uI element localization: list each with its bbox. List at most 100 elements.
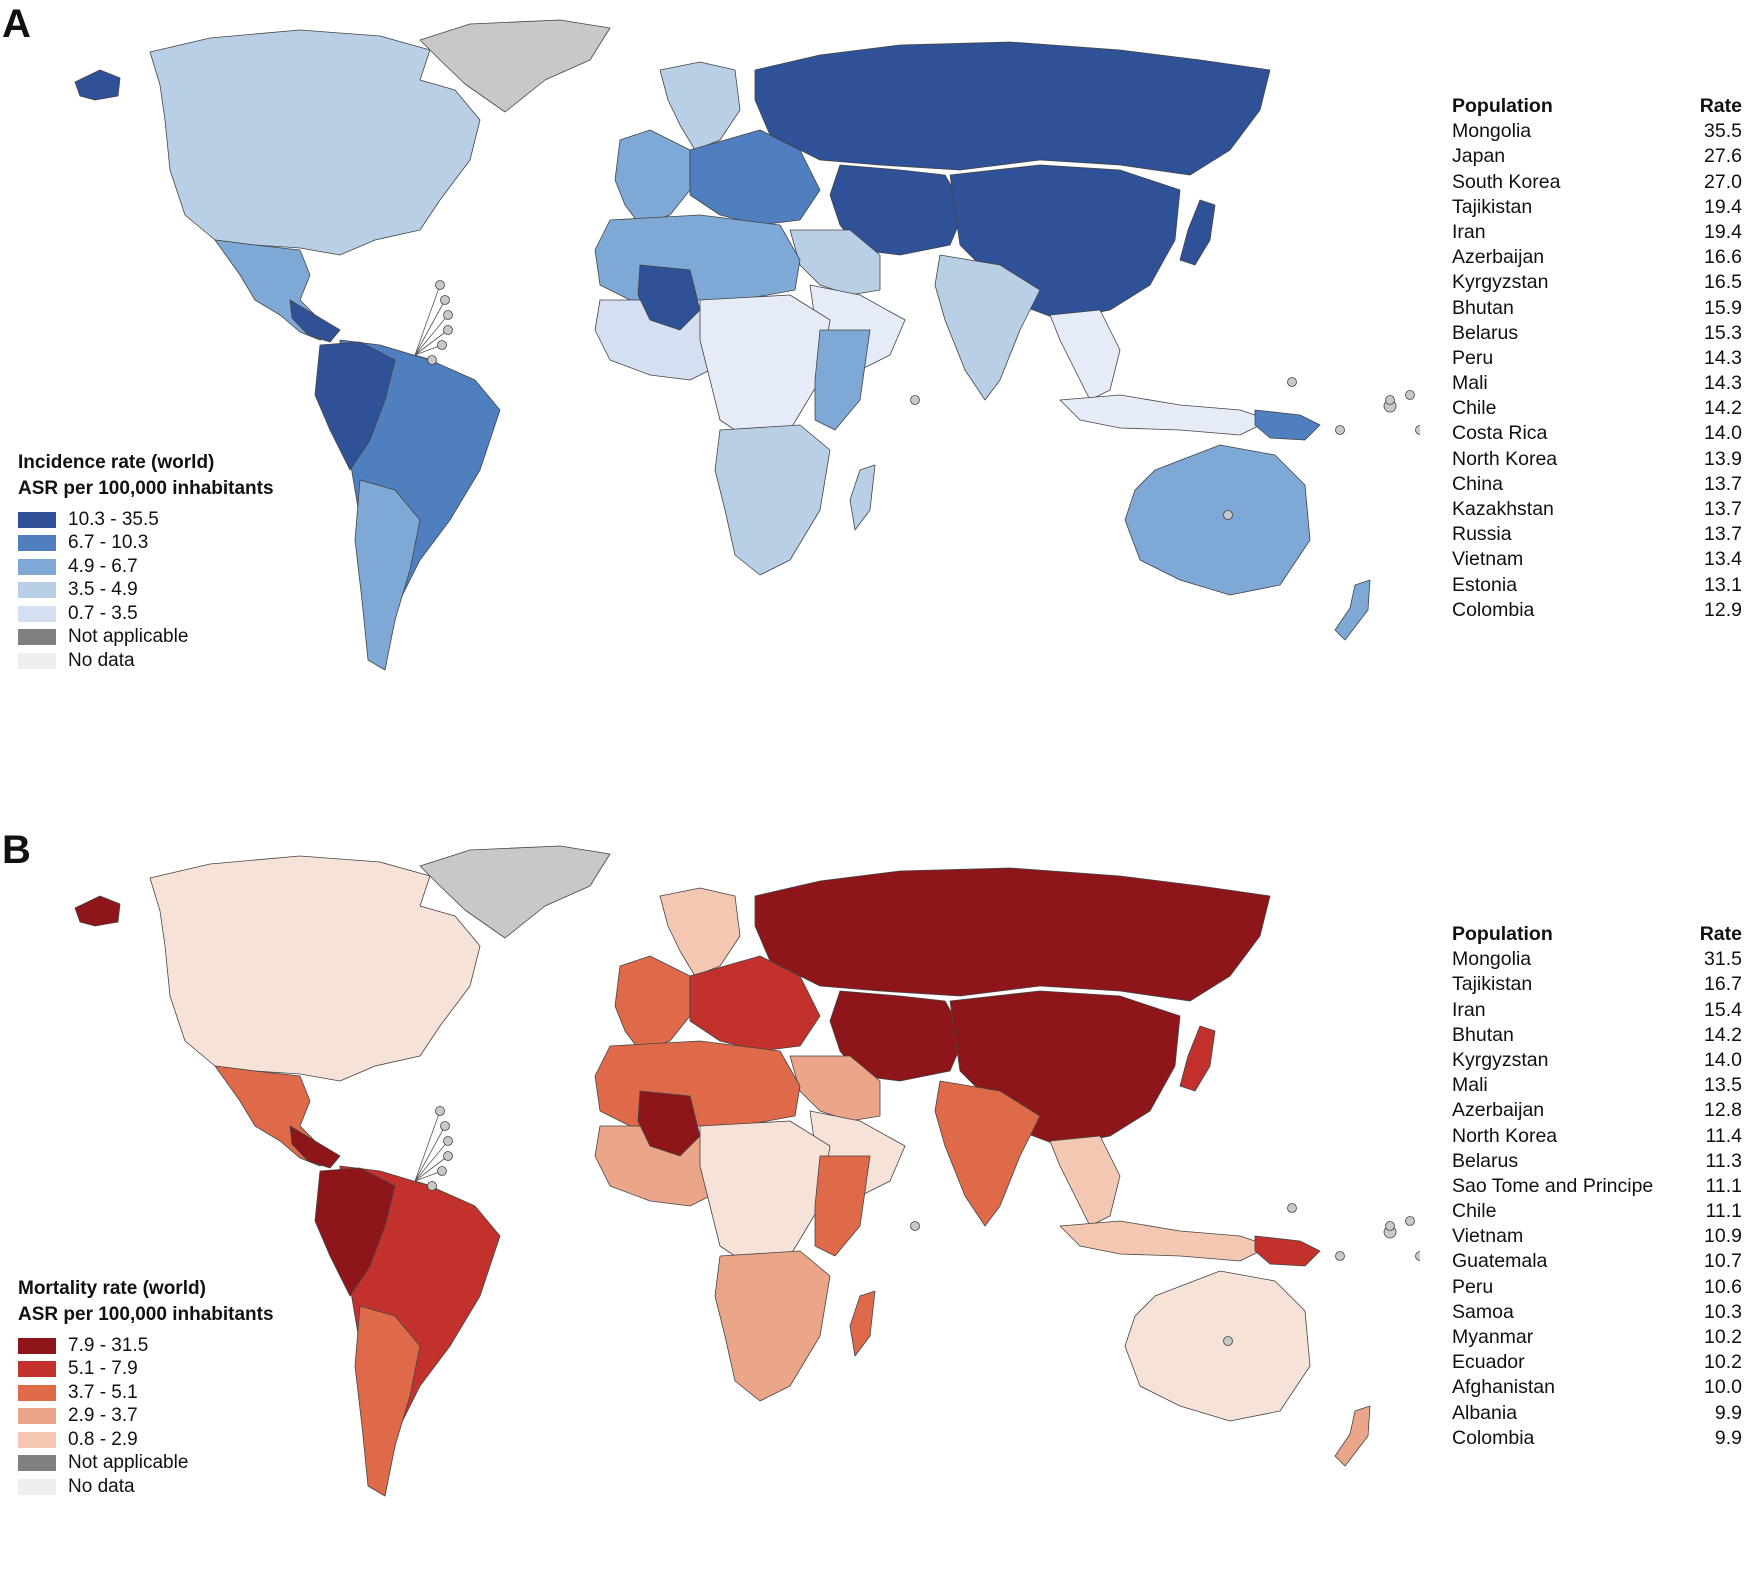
- region-europe-west: [614, 955, 691, 1052]
- country-name: Mali: [1452, 1074, 1488, 1097]
- table-row: Samoa 10.3: [1452, 1300, 1742, 1325]
- region-australia: [1124, 444, 1311, 596]
- legend-swatch: [18, 511, 56, 528]
- region-east-africa: [814, 1155, 871, 1257]
- caribbean-island-marker: [437, 340, 447, 350]
- legend-label: 7.9 - 31.5: [68, 1334, 149, 1356]
- table-row: Mali 13.5: [1452, 1073, 1742, 1098]
- table-row: Kyrgyzstan 16.5: [1452, 270, 1742, 295]
- table-row: Bhutan 15.9: [1452, 296, 1742, 321]
- column-header-rate: Rate: [1699, 95, 1742, 117]
- table-row: Afghanistan 10.0: [1452, 1375, 1742, 1400]
- region-india: [934, 254, 1041, 401]
- country-name: Iran: [1452, 998, 1486, 1021]
- country-name: Afghanistan: [1452, 1376, 1555, 1399]
- rate-value: 35.5: [1704, 120, 1742, 143]
- callout-line: [414, 299, 446, 356]
- country-name: Ecuador: [1452, 1351, 1525, 1374]
- rate-value: 14.2: [1704, 1023, 1742, 1046]
- country-name: Belarus: [1452, 1149, 1519, 1172]
- legend-title: Mortality rate (world): [18, 1278, 206, 1299]
- rate-value: 13.5: [1704, 1074, 1742, 1097]
- country-name: Belarus: [1452, 321, 1519, 344]
- callout-line: [414, 1140, 449, 1182]
- region-new-zealand: [1334, 1405, 1371, 1467]
- rate-value: 10.2: [1704, 1351, 1742, 1374]
- caribbean-island-marker: [427, 355, 437, 365]
- rate-value: 13.7: [1704, 498, 1742, 520]
- legend-swatch: [18, 1337, 56, 1354]
- mortality-legend: Mortality rate (world) ASR per 100,000 i…: [18, 1276, 274, 1499]
- region-southern-africa: [714, 1250, 831, 1402]
- country-name: Mali: [1452, 372, 1488, 395]
- legend-swatch: [18, 535, 56, 552]
- country-name: Russia: [1452, 523, 1512, 546]
- country-name: Costa Rica: [1452, 422, 1548, 445]
- rate-value: 12.8: [1704, 1099, 1742, 1122]
- island-marker: [910, 1221, 920, 1231]
- table-row: Ecuador 10.2: [1452, 1350, 1742, 1375]
- table-row: Belarus 15.3: [1452, 321, 1742, 346]
- rate-value: 9.9: [1714, 1426, 1742, 1449]
- rate-value: 10.2: [1704, 1326, 1742, 1348]
- region-north-africa: [594, 214, 801, 301]
- legend-item: 0.8 - 2.9: [18, 1428, 274, 1452]
- rate-value: 13.7: [1704, 523, 1742, 546]
- callout-line: [414, 284, 441, 356]
- table-row: China 13.7: [1452, 472, 1742, 497]
- legend-label: Not applicable: [68, 626, 189, 648]
- table-row: Vietnam 10.9: [1452, 1224, 1742, 1249]
- country-name: Guatemala: [1452, 1250, 1548, 1273]
- region-europe-north: [659, 61, 741, 151]
- rate-value: 16.6: [1704, 246, 1742, 269]
- region-middle-east: [789, 1055, 881, 1122]
- legend-swatch: [18, 1431, 56, 1448]
- legend-item: No data: [18, 1475, 274, 1499]
- country-name: Sao Tome and Principe: [1452, 1174, 1654, 1197]
- region-middle-east: [789, 229, 881, 296]
- legend-swatch: [18, 652, 56, 669]
- island-marker: [1223, 510, 1233, 520]
- island-marker: [910, 395, 920, 405]
- region-australia: [1124, 1270, 1311, 1422]
- table-row: Mongolia 31.5: [1452, 947, 1742, 972]
- country-name: Mongolia: [1452, 948, 1532, 971]
- island-marker: [1415, 425, 1420, 435]
- caribbean-island-marker: [437, 1166, 447, 1176]
- table-row: Costa Rica 14.0: [1452, 421, 1742, 446]
- table-row: Chile 14.2: [1452, 396, 1742, 421]
- country-name: Samoa: [1452, 1300, 1514, 1323]
- legend-item: 6.7 - 10.3: [18, 532, 274, 556]
- legend-label: 3.7 - 5.1: [68, 1381, 138, 1403]
- caribbean-island-marker: [440, 295, 450, 305]
- region-east-africa: [814, 329, 871, 431]
- country-name: Mongolia: [1452, 120, 1532, 143]
- country-name: Vietnam: [1452, 1225, 1524, 1248]
- rate-value: 19.4: [1704, 220, 1742, 243]
- rate-value: 13.9: [1704, 447, 1742, 470]
- table-row: Sao Tome and Principe 11.1: [1452, 1174, 1742, 1199]
- legend-item: 7.9 - 31.5: [18, 1334, 274, 1358]
- region-south-america-s: [354, 479, 421, 671]
- country-name: Azerbaijan: [1452, 1099, 1545, 1122]
- rate-value: 11.4: [1705, 1124, 1742, 1147]
- table-row: Estonia 13.1: [1452, 573, 1742, 598]
- rate-value: 16.7: [1704, 973, 1742, 996]
- table-header-row: Population Rate: [1452, 94, 1742, 119]
- table-row: North Korea 11.4: [1452, 1124, 1742, 1149]
- region-europe-north: [659, 887, 741, 977]
- table-header-row: Population Rate: [1452, 922, 1742, 947]
- region-central-africa: [699, 294, 831, 441]
- panel-letter: B: [2, 828, 31, 872]
- region-se-asia: [1049, 309, 1121, 401]
- region-central-america-dark: [289, 1125, 341, 1169]
- rate-value: 15.4: [1704, 998, 1742, 1021]
- rate-value: 14.0: [1704, 422, 1742, 445]
- caribbean-island-marker: [443, 1136, 453, 1146]
- island-marker: [1415, 1251, 1420, 1261]
- country-name: Tajikistan: [1452, 973, 1533, 996]
- legend-subtitle: ASR per 100,000 inhabitants: [18, 1304, 274, 1325]
- country-name: South Korea: [1452, 170, 1561, 193]
- legend-swatch: [18, 1361, 56, 1378]
- region-south-america-nw: [314, 1167, 396, 1297]
